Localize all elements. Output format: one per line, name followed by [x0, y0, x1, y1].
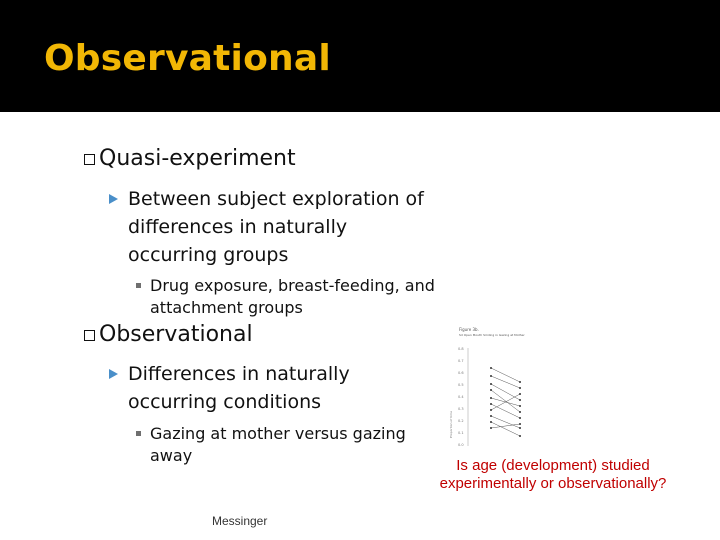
bullet-observational: Observational [84, 322, 253, 347]
bullet-differences: Differences in naturally occurring condi… [128, 363, 350, 413]
bullet-text: Quasi-experiment [99, 146, 296, 171]
figure-thumbnail: Figure 3b. Sd Open Mouth Smiling in Gazi… [449, 327, 526, 447]
y-tick: 0.5 [458, 383, 464, 387]
arrow-bullet-icon [109, 194, 118, 204]
y-tick: 0.6 [458, 371, 464, 375]
square-bullet-icon [84, 154, 95, 165]
y-tick: 0.2 [458, 419, 464, 423]
question-text: Is age (development) studied experimenta… [439, 457, 667, 492]
y-tick-labels: 0.8 0.7 0.6 0.5 0.4 0.3 0.2 0.1 0.0 [458, 347, 464, 447]
figure-points [490, 367, 521, 437]
bullet-drug-exposure: Drug exposure, breast-feeding, and attac… [150, 276, 435, 317]
slide-title: Observational [44, 38, 331, 79]
figure-lines [490, 367, 521, 437]
y-tick: 0.1 [458, 431, 464, 435]
y-tick: 0.3 [458, 407, 464, 411]
y-axis-label: Proportion of time [449, 411, 453, 438]
y-tick: 0.8 [458, 347, 464, 351]
bullet-gazing: Gazing at mother versus gazing away [150, 424, 406, 465]
dot-bullet-icon [136, 431, 141, 436]
figure-subtitle: Sd Open Mouth Smiling in Gazing at Mothe… [459, 333, 526, 337]
y-tick: 0.4 [458, 395, 464, 399]
bullet-between-subject: Between subject exploration of differenc… [128, 188, 424, 266]
arrow-bullet-icon [109, 369, 118, 379]
dot-bullet-icon [136, 283, 141, 288]
y-tick: 0.0 [458, 443, 464, 447]
y-tick: 0.7 [458, 359, 464, 363]
bullet-quasi-experiment: Quasi-experiment [84, 146, 296, 171]
figure-title: Figure 3b. [459, 327, 479, 332]
footer-author: Messinger [212, 514, 268, 528]
title-bar: Observational [0, 0, 720, 112]
bullet-text: Observational [99, 322, 253, 347]
square-bullet-icon [84, 330, 95, 341]
